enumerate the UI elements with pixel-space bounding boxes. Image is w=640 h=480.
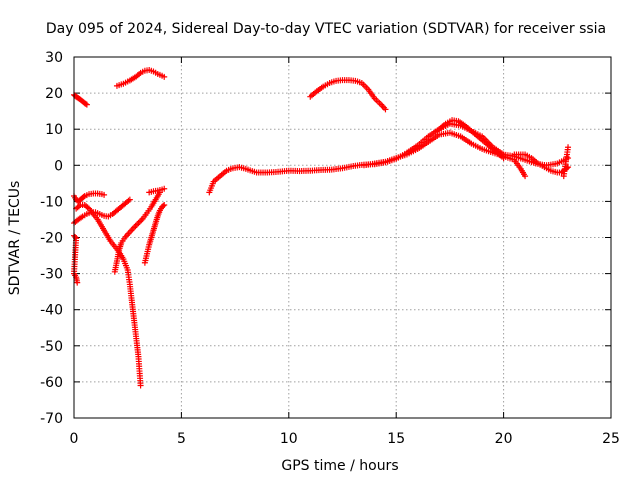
data-point: [101, 191, 108, 198]
x-tick-label: 15: [387, 431, 405, 447]
series-arc-morning-peak: [113, 66, 168, 89]
series-arc-main-lower: [360, 129, 529, 180]
data-point: [82, 100, 89, 107]
series-arc-short-c: [146, 185, 168, 196]
series-arc-late-peak: [436, 117, 507, 162]
data-point: [161, 73, 168, 80]
y-tick-label: -40: [40, 303, 63, 319]
data-point: [72, 233, 79, 240]
x-tick-label: 5: [177, 431, 186, 447]
x-tick-label: 25: [602, 431, 620, 447]
x-tick-label: 10: [280, 431, 298, 447]
data-point: [500, 155, 507, 162]
series-arc-early-a: [71, 190, 108, 205]
series-arc-end-spike: [560, 144, 572, 180]
data-point: [80, 193, 87, 200]
series-arc-rising-b: [141, 202, 168, 266]
data-point: [83, 101, 90, 108]
data-point: [134, 221, 141, 228]
data-point: [565, 164, 572, 171]
data-point: [382, 106, 389, 113]
series-arc-rising-a: [111, 189, 163, 275]
x-axis-label: GPS time / hours: [281, 458, 398, 474]
data-point: [132, 222, 139, 229]
y-tick-label: 0: [54, 158, 63, 174]
y-tick-label: -10: [40, 194, 63, 210]
y-tick-label: -70: [40, 411, 63, 427]
data-point: [136, 218, 143, 225]
y-axis-label: SDTVAR / TECUs: [7, 181, 23, 296]
y-tick-label: -30: [40, 267, 63, 283]
y-tick-label: 10: [45, 122, 63, 138]
data-point: [565, 144, 572, 151]
series-arc-main-flat: [206, 120, 572, 196]
y-tick-label: -50: [40, 339, 63, 355]
series-arc-stray-low: [71, 232, 81, 286]
data-point: [126, 196, 133, 203]
x-tick-label: 0: [70, 431, 79, 447]
y-tick-label: -60: [40, 375, 63, 391]
series-arc-midday-peak: [307, 77, 389, 113]
data-point: [160, 202, 167, 209]
chart-title: Day 095 of 2024, Sidereal Day-to-day VTE…: [46, 21, 606, 37]
y-tick-label: 20: [45, 86, 63, 102]
series-arc-falling-deep: [73, 202, 144, 389]
axis-ticks: 0 5 10 15 20 25 -70 -60 -50 -40 -30 -20 -10 0 10 20 30: [40, 50, 620, 447]
data-point: [161, 185, 168, 192]
plot-frame: [73, 56, 612, 419]
data-point: [135, 220, 142, 227]
x-tick-label: 20: [495, 431, 513, 447]
data-point: [138, 217, 145, 224]
data-point: [137, 382, 144, 389]
data-point: [161, 202, 168, 209]
y-tick-label: 30: [45, 50, 63, 66]
grid: [74, 57, 611, 418]
series-arc-early-high: [71, 91, 90, 108]
data-series: [71, 66, 572, 389]
data-point: [74, 279, 81, 286]
y-tick-label: -20: [40, 231, 63, 247]
data-point: [522, 173, 529, 180]
